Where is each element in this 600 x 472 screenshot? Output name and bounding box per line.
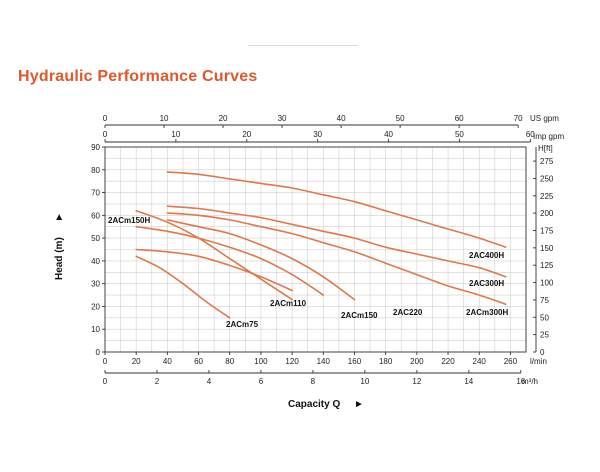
y-axis-title: Head (m)	[54, 237, 65, 280]
imp-gpm-tick-label: 10	[171, 130, 180, 139]
x-tick-label: 0	[103, 357, 108, 366]
ft-tick-label: 50	[540, 313, 549, 322]
m3h-unit-label: m³/h	[522, 377, 538, 386]
curve-2acm75	[135, 255, 231, 319]
ft-tick-label: 25	[540, 331, 549, 340]
x-unit-lmin: l/min	[530, 357, 547, 366]
x-tick-label: 240	[473, 357, 487, 366]
ft-tick-label: 275	[540, 157, 554, 166]
y-tick-label: 10	[91, 325, 100, 334]
y-tick-label: 40	[91, 257, 100, 266]
us-gpm-unit-label: US gpm	[530, 114, 559, 123]
label-2ac400h: 2AC400H	[469, 251, 504, 260]
x-tick-label: 80	[225, 357, 234, 366]
curve-2ac220	[166, 219, 356, 301]
ft-tick-label: 100	[540, 279, 554, 288]
imp-gpm-tick-label: 40	[384, 130, 393, 139]
m3h-tick-label: 10	[360, 377, 369, 386]
m3h-tick-label: 2	[155, 377, 160, 386]
label-2acm150: 2ACm150	[341, 311, 378, 320]
label-2acm150h: 2ACm150H	[108, 216, 150, 225]
m3h-tick-label: 4	[207, 377, 212, 386]
x-tick-label: 40	[163, 357, 172, 366]
us-gpm-tick-label: 20	[219, 114, 228, 123]
x-tick-label: 60	[194, 357, 203, 366]
us-gpm-tick-label: 70	[514, 114, 523, 123]
curves	[135, 171, 507, 319]
us-gpm-tick-label: 50	[396, 114, 405, 123]
m3h-tick-label: 6	[259, 377, 264, 386]
ft-tick-label: 175	[540, 227, 554, 236]
ft-tick-label: 200	[540, 209, 554, 218]
series-labels: 2ACm75 2ACm110 2ACm150H 2ACm150 2AC220 2ACm30…	[108, 216, 508, 329]
imp-gpm-tick-label: 0	[103, 130, 108, 139]
curve-2acm300h	[166, 212, 507, 305]
us-gpm-tick-label: 0	[103, 114, 108, 123]
x-tick-label: 100	[254, 357, 268, 366]
label-2ac220: 2AC220	[393, 308, 423, 317]
top-divider	[248, 45, 358, 46]
ft-tick-label: 250	[540, 174, 554, 183]
curve-2acm150h	[135, 210, 293, 301]
ft-tick-label: 0	[540, 348, 545, 357]
imp-gpm-tick-label: 20	[242, 130, 251, 139]
x-tick-label: 160	[348, 357, 362, 366]
us-gpm-tick-label: 10	[160, 114, 169, 123]
label-2ac300h: 2AC300H	[469, 279, 504, 288]
y-tick-label: 30	[91, 280, 100, 289]
label-2acm75: 2ACm75	[226, 320, 259, 329]
curve-2acm150	[135, 225, 325, 296]
x-axis-title: Capacity Q	[288, 399, 340, 410]
x-tick-label: 140	[317, 357, 331, 366]
ft-tick-label: 75	[540, 296, 549, 305]
us-gpm-tick-label: 40	[337, 114, 346, 123]
m3h-tick-label: 8	[311, 377, 316, 386]
label-2acm300h: 2ACm300H	[466, 308, 508, 317]
imp-gpm-tick-label: 50	[455, 130, 464, 139]
ft-unit-label: H[ft]	[538, 144, 553, 153]
curve-2ac400h	[166, 171, 507, 248]
m3h-tick-label: 0	[103, 377, 108, 386]
ft-tick-label: 125	[540, 261, 554, 270]
x-axis-arrow: ►	[354, 399, 364, 410]
x-tick-label: 180	[379, 357, 393, 366]
y-tick-label: 60	[91, 211, 100, 220]
plot-frame	[104, 146, 527, 353]
m3h-tick-label: 14	[464, 377, 473, 386]
y-tick-label: 0	[96, 348, 101, 357]
y-tick-label: 20	[91, 302, 100, 311]
x-tick-label: 220	[441, 357, 455, 366]
curve-2acm110	[135, 248, 293, 292]
ft-tick-label: 150	[540, 244, 554, 253]
label-2acm110: 2ACm110	[270, 299, 307, 308]
grid	[104, 146, 527, 353]
axis-titles: Capacity Q ► Head (m) ►	[54, 212, 364, 410]
imp-gpm-unit-label: Imp gpm	[533, 132, 564, 141]
curve-2ac300h	[166, 205, 507, 278]
m3h-tick-label: 12	[412, 377, 421, 386]
imp-gpm-tick-label: 60	[526, 130, 535, 139]
y-tick-label: 80	[91, 166, 100, 175]
ft-tick-label: 225	[540, 192, 554, 201]
y-axis-arrow: ►	[54, 212, 65, 222]
page-title: Hydraulic Performance Curves	[18, 68, 258, 85]
imp-gpm-tick-label: 30	[313, 130, 322, 139]
us-gpm-tick-label: 30	[278, 114, 287, 123]
x-tick-label: 260	[504, 357, 518, 366]
us-gpm-tick-label: 60	[455, 114, 464, 123]
y-tick-label: 50	[91, 234, 100, 243]
m3h-tick-label: 16	[516, 377, 525, 386]
x-tick-label: 200	[410, 357, 424, 366]
x-tick-label: 20	[132, 357, 141, 366]
y-tick-label: 70	[91, 189, 100, 198]
x-tick-label: 120	[285, 357, 299, 366]
y-tick-label: 90	[91, 143, 100, 152]
